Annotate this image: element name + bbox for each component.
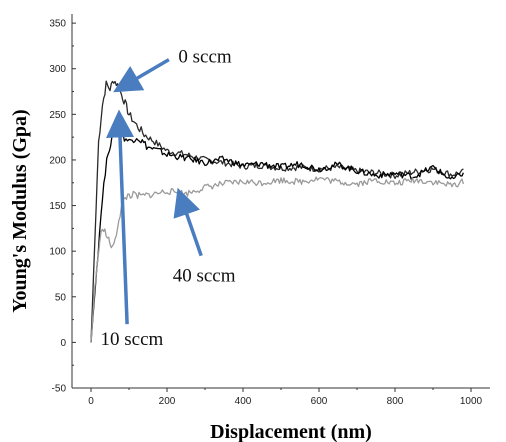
annotation-arrow <box>106 109 135 325</box>
x-tick-label: 1000 <box>460 396 483 407</box>
y-tick-label: 50 <box>55 292 67 303</box>
y-tick-label: 100 <box>49 247 66 258</box>
series-line <box>90 176 465 343</box>
y-axis-title: Young's Modulus (Gpa) <box>9 109 31 312</box>
axes: -50 0 50 100 150 200 250 300 350 0 200 400 600 800 100… <box>49 14 490 407</box>
y-tick-label: -50 <box>52 384 67 395</box>
y-tick-label: 250 <box>49 110 66 121</box>
annotation-arrow <box>173 187 203 257</box>
x-tick-label: 400 <box>235 396 252 407</box>
annotation-label: 40 sccm <box>173 265 236 286</box>
x-tick-label: 600 <box>311 396 328 407</box>
x-tick-label: 0 <box>88 396 94 407</box>
y-tick-label: 350 <box>49 19 66 30</box>
y-tick-label: 0 <box>60 338 66 349</box>
y-tick-label: 300 <box>49 64 66 75</box>
x-tick-label: 800 <box>387 396 404 407</box>
annotations: 0 sccm 10 sccm 40 sccm <box>101 46 236 350</box>
series-group <box>90 80 465 343</box>
x-axis-title: Displacement (nm) <box>210 421 372 442</box>
annotation-label: 0 sccm <box>178 46 232 67</box>
y-tick-label: 200 <box>49 155 66 166</box>
y-tick-label: 150 <box>49 201 66 212</box>
x-tick-label: 200 <box>159 396 176 407</box>
series-line <box>90 80 464 343</box>
annotation-arrow <box>113 58 170 93</box>
series-line <box>90 123 464 343</box>
annotation-label: 10 sccm <box>101 329 164 350</box>
